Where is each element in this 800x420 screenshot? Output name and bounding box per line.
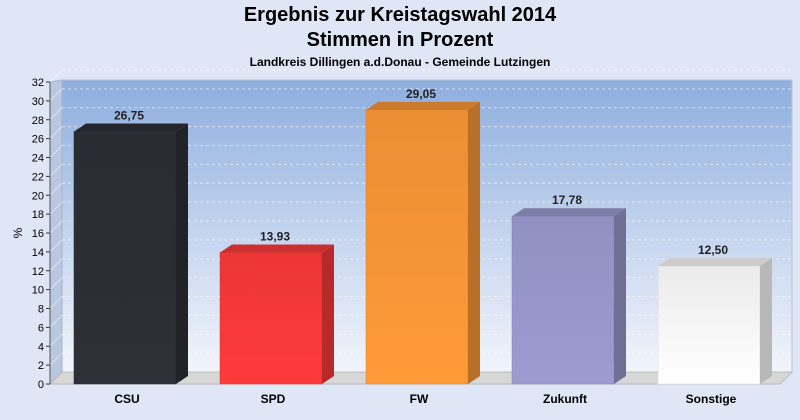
x-tick-label-csu: CSU [114, 392, 139, 406]
bar-side-spd [322, 244, 334, 384]
y-tick-label: 4 [38, 341, 44, 353]
bar-fw [365, 109, 469, 385]
x-tick-label-fw: FW [410, 392, 429, 406]
y-tick-label: 24 [32, 153, 44, 165]
y-tick-label: 12 [32, 266, 44, 278]
grid-line-side [49, 69, 63, 83]
y-tick-label: 0 [38, 379, 44, 391]
bar-spd [219, 252, 323, 385]
grid-line-side [49, 88, 63, 102]
chart-subtitle: Stimmen in Prozent [306, 29, 494, 51]
bar-top-spd [220, 244, 334, 253]
grid-line-side [49, 315, 63, 328]
bar-top-fw [366, 101, 480, 110]
grid-line-side [49, 201, 63, 215]
y-tick-label: 20 [32, 190, 44, 202]
grid-line-side [49, 145, 63, 158]
data-label-zukunft: 17,78 [552, 193, 582, 207]
bar-top-sonstige [658, 258, 772, 267]
y-tick-label: 30 [32, 96, 44, 108]
grid-line-side [49, 182, 63, 196]
grid-line-side [49, 258, 63, 272]
chart-title: Ergebnis zur Kreistagswahl 2014 [243, 4, 557, 26]
bar-side-zukunft [614, 208, 626, 384]
grid-line-side [49, 296, 63, 309]
y-tick-label: 14 [32, 247, 44, 259]
y-tick-label: 26 [32, 134, 44, 146]
bar-side-csu [176, 123, 188, 384]
grid-line-side [49, 126, 63, 139]
grid-line-side [49, 277, 63, 290]
y-tick-label: 8 [38, 304, 44, 316]
bar-top-csu [74, 123, 188, 132]
y-tick-label: 16 [32, 228, 44, 240]
bar-top-zukunft [512, 208, 626, 217]
grid-line-side [49, 107, 63, 121]
data-label-spd: 13,93 [260, 230, 290, 244]
data-label-sonstige: 12,50 [698, 243, 728, 257]
y-axis-label: % [11, 227, 25, 238]
bar-side-fw [468, 101, 480, 384]
bar-side-sonstige [760, 258, 772, 384]
chart-region-subtitle: Landkreis Dillingen a.d.Donau - Gemeinde… [249, 55, 551, 69]
plot-side-wall [49, 79, 63, 386]
grid-line-side [49, 239, 63, 253]
y-tick-label: 18 [32, 209, 44, 221]
y-tick-label: 10 [32, 285, 44, 297]
y-tick-label: 32 [32, 77, 44, 89]
y-tick-label: 2 [38, 360, 44, 372]
grid-line-side [49, 164, 63, 177]
x-tick-label-zukunft: Zukunft [543, 392, 587, 406]
bar-csu [73, 131, 177, 385]
data-label-fw: 29,05 [406, 87, 436, 101]
grid-line-side [49, 220, 63, 234]
y-tick-label: 22 [32, 171, 44, 183]
x-tick-label-spd: SPD [261, 392, 286, 406]
data-label-csu: 26,75 [114, 109, 144, 123]
grid-line-side [49, 333, 63, 347]
y-tick-label: 28 [32, 115, 44, 127]
grid-line-side [49, 352, 63, 366]
y-tick-label: 6 [38, 322, 44, 334]
x-tick-label-sonstige: Sonstige [686, 392, 737, 406]
bar-sonstige [657, 265, 761, 385]
bar-zukunft [511, 215, 615, 385]
